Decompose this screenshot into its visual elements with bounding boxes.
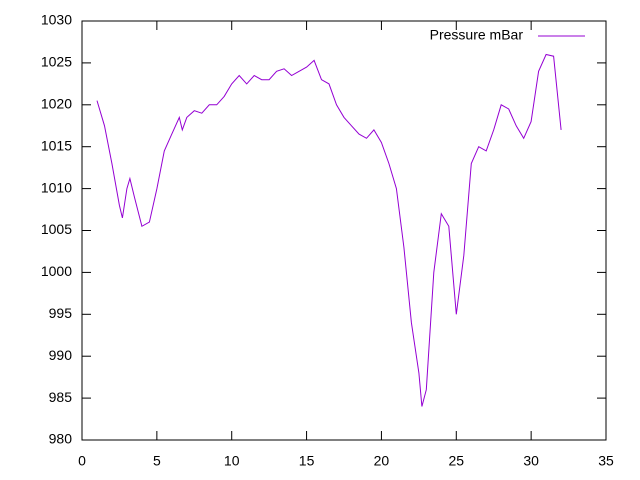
y-tick-label: 995 — [49, 305, 73, 321]
data-line — [96, 53, 562, 407]
y-tick-label: 1020 — [41, 96, 72, 112]
y-tick-label: 1025 — [41, 54, 72, 70]
x-tick-label: 15 — [299, 453, 315, 469]
y-tick-label: 1010 — [41, 179, 72, 195]
plot-frame — [81, 20, 607, 441]
x-tick-label: 20 — [374, 453, 390, 469]
x-tick-label: 25 — [448, 453, 464, 469]
x-tick-label: 5 — [153, 453, 161, 469]
legend-label: Pressure mBar — [430, 27, 524, 43]
x-tick-label: 35 — [598, 453, 614, 469]
x-tick-label: 30 — [523, 453, 539, 469]
y-tick-label: 1005 — [41, 221, 72, 237]
y-tick-label: 1000 — [41, 263, 72, 279]
x-tick-label: 0 — [78, 453, 86, 469]
y-tick-label: 980 — [49, 431, 73, 447]
y-tick-label: 1030 — [41, 12, 72, 28]
x-tick-label: 10 — [224, 453, 240, 469]
y-tick-label: 985 — [49, 389, 73, 405]
y-tick-label: 990 — [49, 347, 73, 363]
y-tick-label: 1015 — [41, 137, 72, 153]
